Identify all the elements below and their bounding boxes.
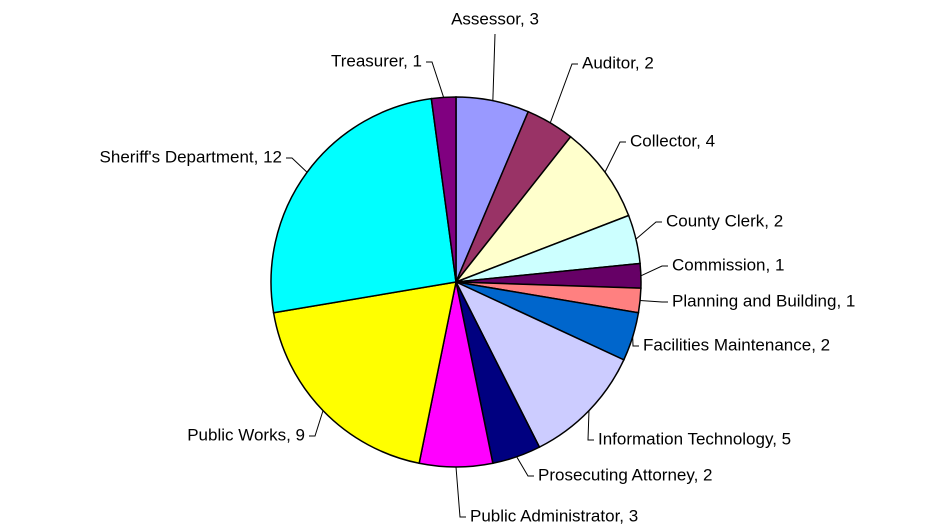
leader-line	[455, 466, 466, 518]
data-label: Planning and Building, 1	[672, 291, 855, 310]
leader-line	[516, 456, 534, 477]
pie-slice	[454, 280, 625, 449]
data-label: Treasurer, 1	[331, 51, 422, 70]
leader-line	[426, 61, 445, 98]
data-label: Prosecuting Attorney, 2	[538, 465, 713, 484]
leader-line	[632, 336, 639, 347]
data-label: Information Technology, 5	[598, 429, 791, 448]
data-label: Facilities Maintenance, 2	[643, 335, 830, 354]
data-label: Sheriff's Department, 12	[100, 147, 282, 166]
data-label: Collector, 4	[630, 131, 715, 150]
pie-slice	[453, 135, 630, 284]
leader-line	[309, 410, 324, 437]
data-label: Public Administrator, 3	[470, 506, 638, 525]
pie-slice	[430, 96, 457, 283]
leader-line	[549, 63, 578, 123]
data-label: County Clerk, 2	[666, 211, 783, 230]
data-label: Commission, 1	[672, 255, 784, 274]
leader-line	[286, 157, 308, 173]
data-label: Assessor, 3	[451, 9, 539, 28]
leader-line	[604, 141, 626, 173]
leader-line	[640, 300, 668, 303]
pie-slice	[270, 97, 457, 314]
leader-line	[640, 265, 668, 277]
leader-line	[635, 221, 662, 240]
data-label: Auditor, 2	[582, 53, 654, 72]
data-label: Public Works, 9	[187, 425, 305, 444]
leader-line	[587, 410, 594, 441]
leader-line	[492, 33, 496, 101]
